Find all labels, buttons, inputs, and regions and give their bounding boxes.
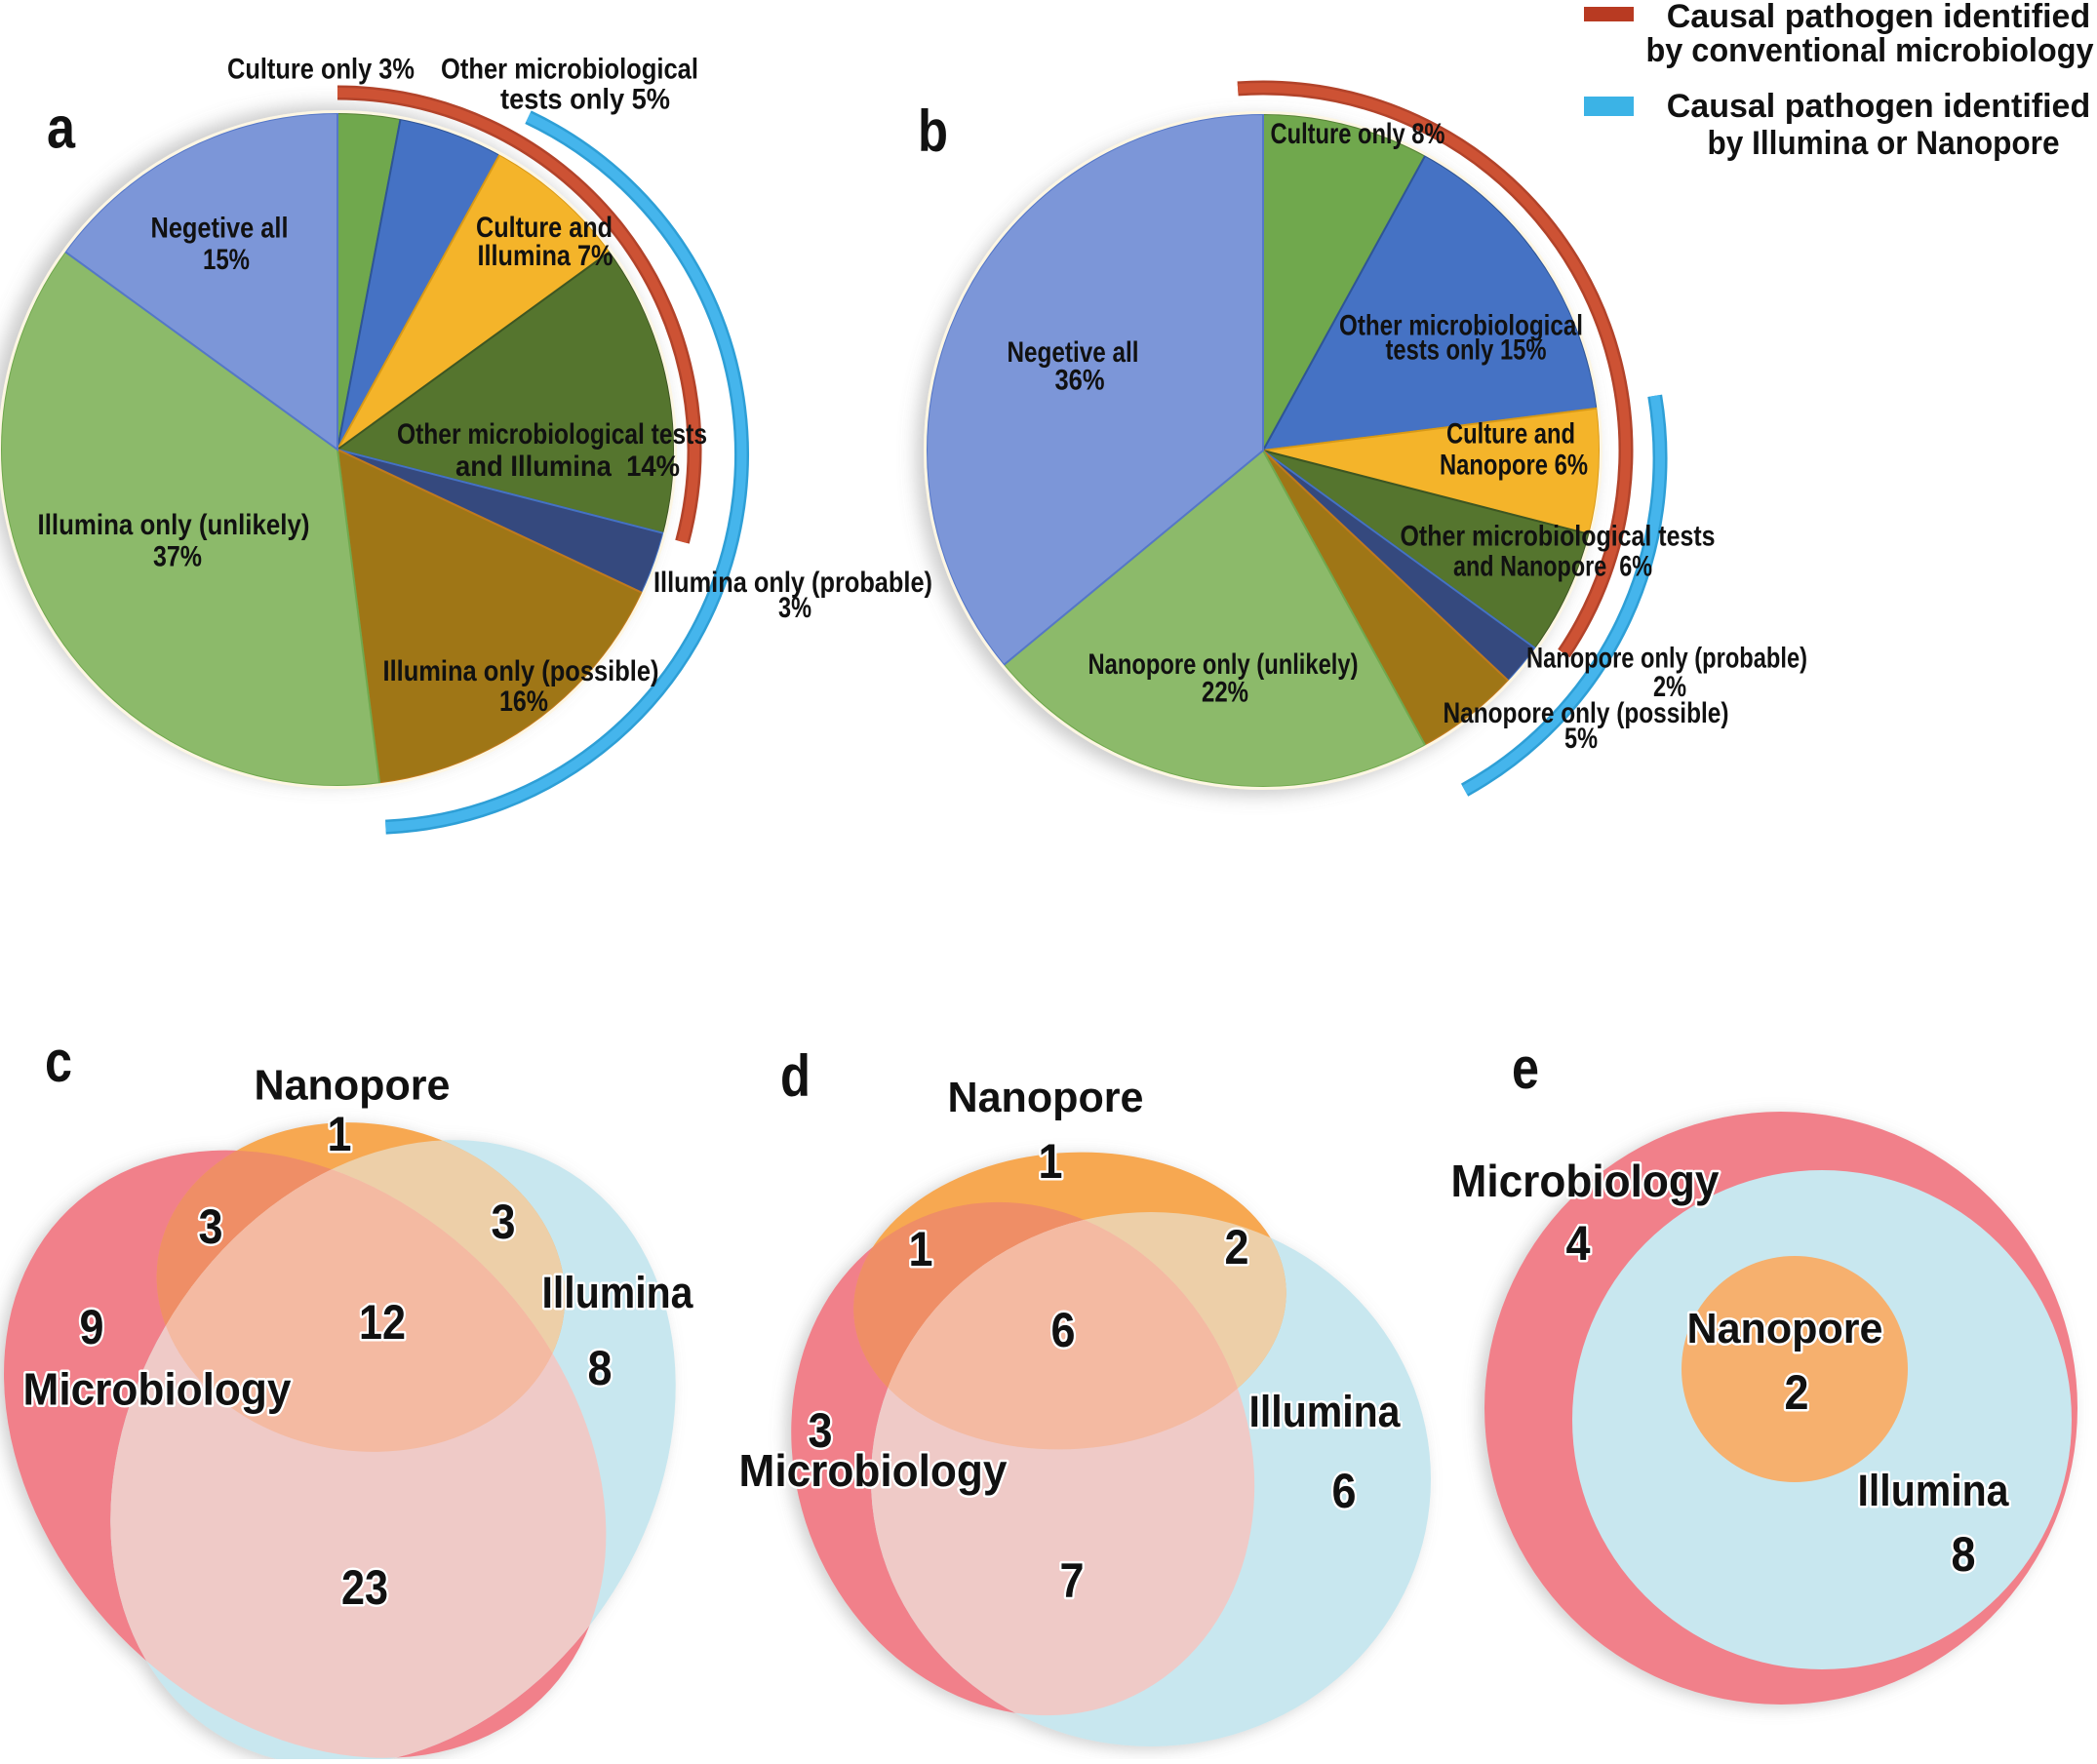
- svg-text:Microbiology: Microbiology: [739, 1445, 1008, 1496]
- svg-text:Causal pathogen identified: Causal pathogen identified: [1667, 0, 2090, 35]
- svg-text:Culture and: Culture and: [1446, 418, 1575, 451]
- svg-text:Nanopore only (probable): Nanopore only (probable): [1526, 642, 1807, 674]
- svg-text:9: 9: [80, 1300, 104, 1354]
- svg-text:Microbiology: Microbiology: [1451, 1156, 1720, 1206]
- svg-text:5%: 5%: [1564, 723, 1598, 755]
- svg-text:6: 6: [1332, 1464, 1357, 1518]
- svg-text:8: 8: [1952, 1527, 1976, 1582]
- svg-text:Other microbiological tests: Other microbiological tests: [397, 418, 707, 451]
- svg-text:2%: 2%: [1653, 671, 1686, 703]
- svg-text:Culture only 3%: Culture only 3%: [227, 54, 415, 86]
- svg-text:3: 3: [199, 1199, 223, 1254]
- svg-text:Causal pathogen identified: Causal pathogen identified: [1667, 88, 2090, 125]
- svg-text:8: 8: [588, 1341, 613, 1395]
- svg-text:36%: 36%: [1055, 364, 1105, 396]
- svg-text:23: 23: [341, 1560, 388, 1615]
- svg-text:Illumina: Illumina: [1858, 1466, 2010, 1515]
- svg-text:Nanopore: Nanopore: [948, 1074, 1144, 1121]
- svg-text:by Illumina or Nanopore: by Illumina or Nanopore: [1708, 125, 2060, 162]
- svg-text:Culture only 8%: Culture only 8%: [1271, 118, 1445, 150]
- svg-text:Microbiology: Microbiology: [23, 1363, 292, 1414]
- svg-text:22%: 22%: [1202, 677, 1248, 709]
- svg-text:Nanopore only (unlikely): Nanopore only (unlikely): [1088, 648, 1359, 681]
- svg-text:15%: 15%: [203, 244, 250, 276]
- svg-text:Negetive all: Negetive all: [1008, 336, 1139, 369]
- svg-text:Illumina only (probable): Illumina only (probable): [653, 567, 932, 599]
- svg-text:e: e: [1512, 1036, 1539, 1101]
- svg-text:Illumina only (unlikely): Illumina only (unlikely): [38, 509, 310, 541]
- svg-text:Nanopore: Nanopore: [1687, 1305, 1883, 1352]
- svg-text:16%: 16%: [499, 686, 548, 718]
- svg-text:Illumina only (possible): Illumina only (possible): [383, 655, 659, 687]
- svg-text:Illumina: Illumina: [1249, 1387, 1402, 1436]
- svg-text:Culture and: Culture and: [476, 212, 613, 244]
- svg-text:37%: 37%: [153, 541, 202, 573]
- svg-text:c: c: [45, 1029, 72, 1094]
- svg-text:1: 1: [328, 1107, 352, 1161]
- svg-text:1: 1: [1039, 1134, 1063, 1189]
- svg-text:and Illumina 14%: and Illumina 14%: [455, 451, 680, 483]
- svg-text:tests only 5%: tests only 5%: [500, 84, 670, 116]
- svg-text:4: 4: [1566, 1216, 1591, 1271]
- svg-text:2: 2: [1785, 1365, 1809, 1420]
- svg-text:Other microbiological: Other microbiological: [1339, 310, 1583, 342]
- svg-text:b: b: [918, 98, 948, 164]
- svg-text:3: 3: [809, 1403, 833, 1458]
- svg-text:Nanopore 6%: Nanopore 6%: [1440, 449, 1588, 481]
- svg-text:7: 7: [1060, 1553, 1085, 1608]
- svg-text:tests only 15%: tests only 15%: [1386, 334, 1547, 367]
- svg-text:by conventional microbiology: by conventional microbiology: [1646, 32, 2094, 69]
- svg-text:a: a: [47, 96, 76, 161]
- svg-text:Other microbiological: Other microbiological: [441, 54, 698, 86]
- svg-text:12: 12: [359, 1295, 406, 1350]
- svg-text:Nanopore: Nanopore: [255, 1061, 451, 1109]
- svg-text:Other microbiological tests: Other microbiological tests: [1401, 521, 1716, 553]
- svg-text:Illumina 7%: Illumina 7%: [478, 240, 613, 272]
- svg-text:Negetive all: Negetive all: [151, 212, 289, 244]
- svg-text:1: 1: [909, 1222, 933, 1276]
- svg-text:d: d: [780, 1043, 811, 1109]
- svg-text:Nanopore only (possible): Nanopore only (possible): [1444, 697, 1729, 729]
- svg-text:6: 6: [1051, 1303, 1076, 1357]
- svg-text:Illumina: Illumina: [542, 1268, 694, 1317]
- svg-text:3%: 3%: [778, 592, 811, 624]
- svg-text:and Nanopore 6%: and Nanopore 6%: [1453, 551, 1652, 583]
- svg-text:3: 3: [492, 1195, 516, 1249]
- svg-text:2: 2: [1225, 1220, 1249, 1274]
